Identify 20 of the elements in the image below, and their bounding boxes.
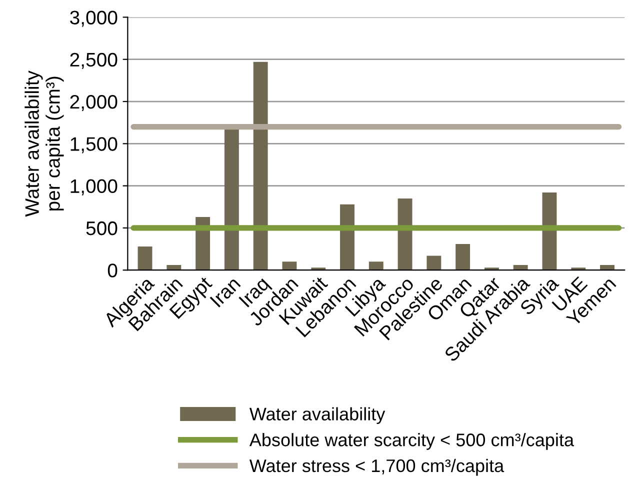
bar bbox=[138, 246, 152, 270]
bar bbox=[456, 244, 470, 270]
bar bbox=[282, 262, 297, 270]
legend-label: Absolute water scarcity < 500 cm³/capita bbox=[249, 433, 574, 450]
bar bbox=[253, 62, 268, 270]
legend-label: Water stress < 1,700 cm³/capita bbox=[249, 458, 504, 476]
bar bbox=[340, 204, 354, 270]
y-axis-title: Water availability per capita (cm³) bbox=[24, 70, 64, 217]
bar bbox=[426, 256, 442, 270]
y-tick-label: 3,000 bbox=[70, 10, 118, 27]
y-tick-label: 0 bbox=[108, 264, 118, 278]
bar bbox=[398, 198, 412, 270]
y-tick-label: 2,500 bbox=[70, 52, 118, 69]
legend-label: Water availability bbox=[249, 407, 386, 424]
y-tick-label: 2,000 bbox=[70, 94, 118, 112]
y-tick-label: 500 bbox=[86, 221, 118, 236]
bar bbox=[368, 262, 384, 270]
y-tick-label: 1,000 bbox=[70, 179, 118, 196]
y-tick-label: 1,500 bbox=[70, 137, 118, 154]
bar bbox=[224, 128, 239, 270]
